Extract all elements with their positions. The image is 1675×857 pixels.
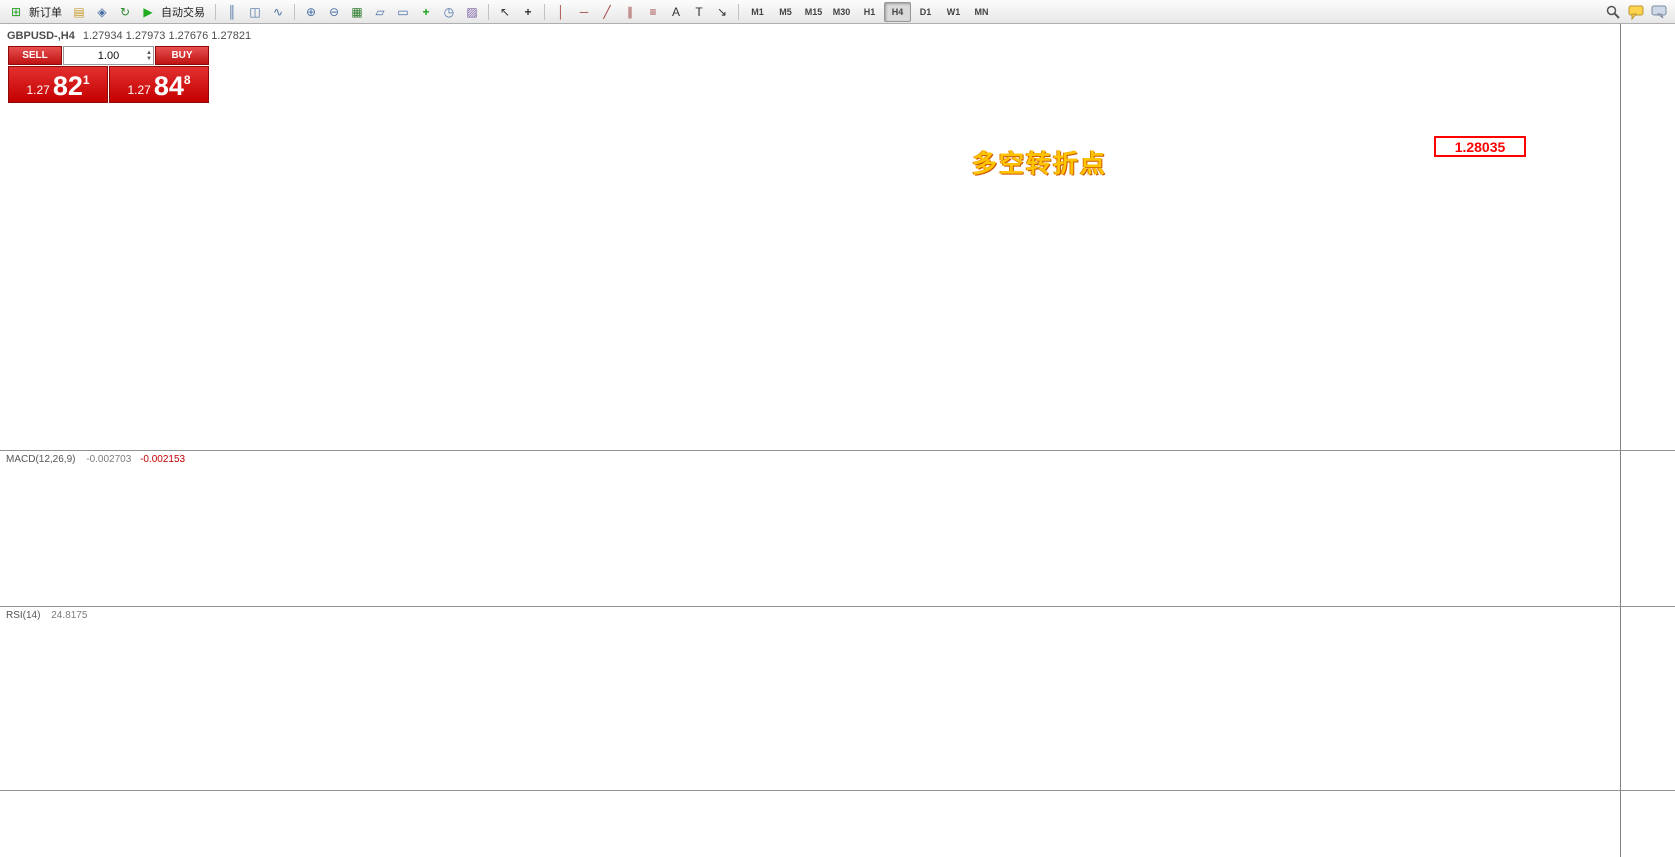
- tile-windows-icon[interactable]: ▦: [351, 4, 363, 19]
- autotrade-label[interactable]: 自动交易: [161, 6, 205, 19]
- tf-H1[interactable]: H1: [863, 6, 876, 17]
- search-icon[interactable]: [1602, 2, 1624, 22]
- toolbar-separator: [294, 3, 295, 20]
- new-order-icon[interactable]: ⊞: [10, 4, 22, 19]
- tf-MN[interactable]: MN: [974, 6, 989, 17]
- tf-M1[interactable]: M1: [751, 6, 764, 17]
- community-icon[interactable]: [1648, 2, 1670, 22]
- sell-button[interactable]: SELL: [8, 46, 62, 65]
- macd-svg: [0, 450, 1620, 606]
- price-axis: [1620, 24, 1675, 857]
- main-chart-panel[interactable]: GBPUSD-,H4 1.27934 1.27973 1.27676 1.2782…: [0, 24, 1620, 450]
- text-icon[interactable]: A: [671, 4, 680, 19]
- rsi-value: 24.8175: [51, 610, 88, 621]
- panel-splitter[interactable]: [0, 790, 1675, 791]
- rsi-label: RSI(14) 24.8175: [6, 610, 87, 621]
- trendline-icon[interactable]: ╱: [603, 4, 611, 19]
- new-chart-icon[interactable]: ▤: [73, 4, 85, 19]
- tile-horizontal-icon[interactable]: ▭: [397, 4, 409, 19]
- vline-icon[interactable]: │: [557, 4, 565, 19]
- chart-annotation-text[interactable]: 多空转折点: [972, 150, 1108, 178]
- toolbar-separator: [544, 3, 545, 20]
- sell-price-pip: 1: [82, 73, 90, 87]
- sell-price-big: 82: [52, 71, 83, 101]
- cascade-windows-icon[interactable]: ▱: [375, 4, 385, 19]
- toolbar-separator: [488, 3, 489, 20]
- tf-M30[interactable]: M30: [832, 6, 851, 17]
- sell-price-button[interactable]: 1.27 82 1: [8, 66, 108, 103]
- sell-price-prefix: 1.27: [26, 83, 50, 97]
- chart-ohlc: 1.27934 1.27973 1.27676 1.27821: [82, 30, 252, 42]
- tf-H4[interactable]: H4: [884, 1, 911, 22]
- toolbar-separator: [738, 3, 739, 20]
- date-axis: [0, 790, 1620, 857]
- hline-icon[interactable]: ─: [579, 4, 589, 19]
- main-chart-svg[interactable]: [0, 24, 1620, 450]
- buy-button[interactable]: BUY: [155, 46, 209, 65]
- profiles-icon[interactable]: ◈: [97, 4, 107, 19]
- volume-value: 1.00: [97, 49, 120, 62]
- buy-price-button[interactable]: 1.27 84 8: [109, 66, 209, 103]
- macd-panel[interactable]: MACD(12,26,9) -0.002703 -0.002153: [0, 450, 1620, 606]
- fibonacci-icon[interactable]: ≡: [649, 4, 657, 19]
- tf-M5[interactable]: M5: [779, 6, 792, 17]
- chart-symbol: GBPUSD-,H4: [7, 30, 75, 42]
- rsi-name: RSI(14): [6, 610, 41, 621]
- tf-D1[interactable]: D1: [919, 6, 932, 17]
- label-icon[interactable]: T: [695, 4, 703, 19]
- volume-up-icon[interactable]: ▲: [146, 49, 152, 56]
- macd-name: MACD(12,26,9): [6, 454, 76, 465]
- autotrade-icon[interactable]: ▶: [143, 4, 153, 19]
- templates-icon[interactable]: ▨: [466, 4, 478, 19]
- one-click-order-panel: SELL 1.00 ▲ ▼ BUY 1.27 82 1 1.27 84 8: [8, 46, 209, 103]
- buy-price-big: 84: [153, 71, 184, 101]
- volume-down-icon[interactable]: ▼: [146, 55, 152, 62]
- chart-candles-icon[interactable]: ◫: [249, 4, 261, 19]
- toolbar: ⊞ 新订单 ▤ ◈ ↻ ▶ 自动交易 ║ ◫ ∿ ⊕ ⊖ ▦ ▱ ▭ + ◷ ▨ ↖ + │ ─ ╱ ∥ ≡ A T ↘ M1 M5 M15…: [0, 0, 1675, 24]
- volume-stepper[interactable]: ▲ ▼: [146, 47, 152, 64]
- panel-splitter[interactable]: [0, 450, 1675, 451]
- price-callout-box[interactable]: 1.28035: [1434, 136, 1526, 157]
- tf-M15[interactable]: M15: [804, 6, 823, 17]
- rsi-svg: [0, 606, 1620, 790]
- volume-input[interactable]: 1.00 ▲ ▼: [63, 46, 154, 65]
- periods-icon[interactable]: ◷: [443, 4, 455, 19]
- buy-price-prefix: 1.27: [127, 83, 151, 97]
- macd-label: MACD(12,26,9) -0.002703 -0.002153: [6, 454, 185, 465]
- macd-main-value: -0.002703: [86, 454, 132, 465]
- rsi-panel[interactable]: RSI(14) 24.8175: [0, 606, 1620, 790]
- arrows-icon[interactable]: ↘: [716, 4, 728, 19]
- chart-line-icon[interactable]: ∿: [272, 4, 284, 19]
- refresh-icon[interactable]: ↻: [119, 4, 131, 19]
- tf-W1[interactable]: W1: [946, 6, 961, 17]
- new-order-label[interactable]: 新订单: [29, 6, 62, 19]
- indicators-icon[interactable]: +: [422, 4, 430, 19]
- channel-icon[interactable]: ∥: [627, 4, 633, 19]
- buy-price-pip: 8: [183, 73, 191, 87]
- chart-bars-icon[interactable]: ║: [227, 4, 237, 19]
- chart-title: GBPUSD-,H4 1.27934 1.27973 1.27676 1.2782…: [7, 30, 251, 42]
- crosshair-icon[interactable]: +: [524, 4, 532, 19]
- chat-icon[interactable]: [1625, 2, 1647, 22]
- zoom-out-icon[interactable]: ⊖: [328, 4, 340, 19]
- toolbar-separator: [215, 3, 216, 20]
- zoom-in-icon[interactable]: ⊕: [305, 4, 317, 19]
- panel-splitter[interactable]: [0, 606, 1675, 607]
- cursor-icon[interactable]: ↖: [499, 4, 511, 19]
- macd-signal-value: -0.002153: [140, 454, 186, 465]
